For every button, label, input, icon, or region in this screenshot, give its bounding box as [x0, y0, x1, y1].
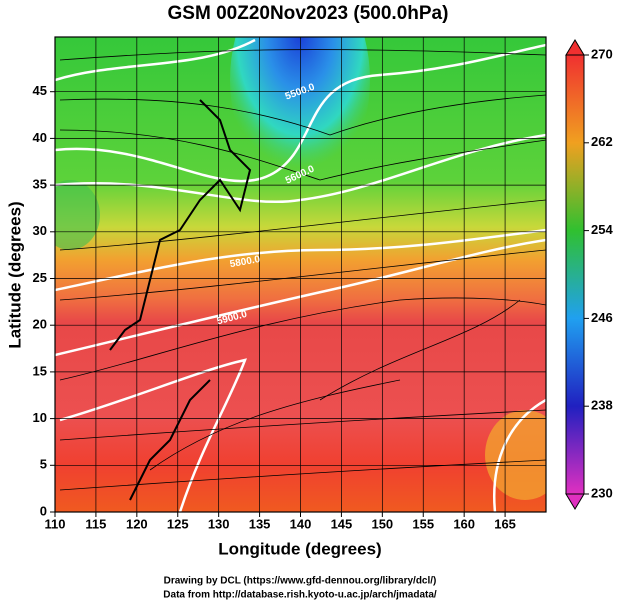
colorbar-tick-label: 238 — [591, 398, 613, 413]
colorbar-tick-label: 270 — [591, 46, 613, 61]
y-tick-label: 20 — [33, 317, 47, 332]
streamlines — [59, 49, 546, 491]
contour-label: 5800.0 — [229, 254, 261, 270]
y-tick-label: 5 — [40, 457, 47, 472]
coastline — [109, 99, 252, 501]
field — [55, 37, 546, 512]
colorbar-cap — [565, 39, 585, 56]
colorbar-tick-label: 230 — [591, 485, 613, 500]
y-tick-label: 30 — [33, 223, 47, 238]
y-tick-label: 10 — [33, 410, 47, 425]
colorbar-tick-label: 262 — [591, 134, 613, 149]
x-tick-label: 125 — [167, 516, 189, 531]
credit: Drawing by DCL (https://www.gfd-dennou.o… — [164, 576, 437, 587]
title: GSM 00Z20Nov2023 (500.0hPa) — [168, 3, 449, 24]
x-tick-label: 155 — [412, 516, 434, 531]
y-tick-label: 40 — [33, 130, 47, 145]
x-tick-label: 135 — [249, 516, 271, 531]
y-tick-label: 0 — [40, 503, 47, 518]
colorbar — [565, 54, 585, 495]
x-tick-label: 145 — [331, 516, 353, 531]
x-tick-label: 140 — [290, 516, 312, 531]
y-tick-label: 35 — [33, 177, 47, 192]
x-tick-label: 160 — [453, 516, 475, 531]
x-tick-label: 150 — [371, 516, 393, 531]
x-axis-label: Longitude (degrees) — [218, 539, 381, 558]
x-tick-label: 110 — [45, 516, 66, 531]
credit: Data from http://database.rish.kyoto-u.a… — [163, 590, 437, 601]
colorbar-cap — [565, 493, 585, 510]
y-axis-label: Latitude (degrees) — [5, 201, 24, 348]
colorbar-tick-label: 246 — [591, 310, 613, 325]
x-tick-label: 165 — [494, 516, 516, 531]
x-tick-label: 130 — [208, 516, 230, 531]
y-tick-label: 15 — [33, 363, 47, 378]
colorbar-tick-label: 254 — [591, 222, 613, 237]
x-tick-label: 115 — [85, 516, 106, 531]
x-tick-label: 120 — [126, 516, 148, 531]
y-tick-label: 45 — [33, 83, 47, 98]
y-tick-label: 25 — [33, 270, 47, 285]
